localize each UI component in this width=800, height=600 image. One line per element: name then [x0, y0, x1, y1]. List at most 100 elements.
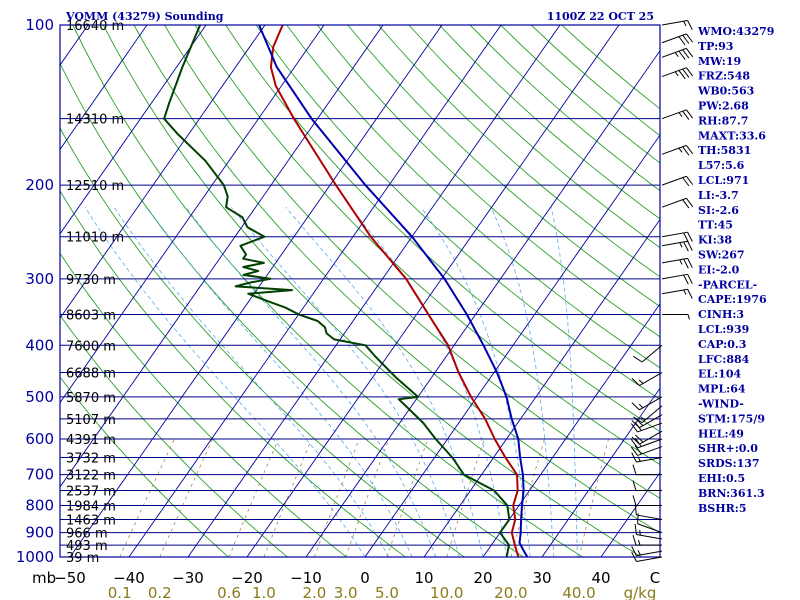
temperature-tick-label: −30 — [172, 569, 204, 587]
mixing-ratio-line — [510, 438, 545, 557]
isotherm-line — [60, 25, 266, 319]
mixing-ratio-tick-label: 0.6 — [217, 584, 241, 600]
mixing-ratio-tick-label: 5.0 — [375, 584, 399, 600]
index-value: EI:-2.0 — [698, 263, 740, 276]
temperature-tick-label: 0 — [360, 569, 370, 587]
wind-barb — [661, 19, 693, 31]
height-label: 1984 m — [66, 499, 116, 514]
dry-adiabat — [530, 25, 660, 137]
index-value: EL:104 — [698, 368, 741, 381]
index-value: L57:5.6 — [698, 159, 745, 172]
index-value: SI:-2.6 — [698, 204, 739, 217]
height-label: 7600 m — [66, 339, 116, 354]
mixing-ratio-tick-label: 0.1 — [108, 584, 132, 600]
index-value: TP:93 — [698, 40, 733, 53]
dry-adiabat — [133, 25, 660, 534]
wind-barb — [631, 396, 663, 411]
wind-barb — [661, 240, 693, 252]
wind-barb — [630, 445, 663, 456]
pressure-tick-label: 100 — [25, 16, 54, 34]
index-value: TH:5831 — [698, 144, 751, 157]
temperature-axis-labels: −50 −40 −30 −20 −10 0 10 20 30 40 — [54, 569, 610, 587]
wind-barb — [661, 257, 693, 269]
pressure-tick-label: 700 — [25, 466, 54, 484]
isotherm-line — [364, 134, 660, 557]
mixing-ratio-line — [578, 438, 609, 557]
pressure-tick-label: 800 — [25, 496, 54, 514]
height-label: 4391 m — [66, 433, 116, 448]
pressure-tick-label: 500 — [25, 388, 54, 406]
wind-barb — [661, 109, 694, 120]
wind-barb — [661, 175, 694, 187]
isotherm-line — [541, 387, 660, 557]
wind-barb — [631, 414, 663, 429]
index-value: BSHR:5 — [698, 502, 747, 515]
pressure-tick-label: 600 — [25, 430, 54, 448]
height-label: 12510 m — [66, 179, 124, 194]
mixing-ratio-tick-label: 20.0 — [494, 584, 527, 600]
wind-barbs — [630, 19, 694, 563]
parcel-profile — [258, 25, 529, 557]
isotherm-line — [60, 25, 148, 151]
temperature-tick-label: 10 — [414, 569, 433, 587]
wind-barb — [661, 33, 694, 46]
index-value: FRZ:548 — [698, 70, 750, 83]
temperature-unit-label: C — [650, 569, 660, 587]
index-value: BRN:361.3 — [698, 487, 765, 500]
wind-barb — [662, 313, 690, 320]
moist-adiabat — [185, 206, 437, 557]
mixing-ratio-line — [386, 438, 429, 557]
height-label: 493 m — [66, 539, 108, 554]
isotherm-line — [128, 25, 502, 557]
height-label: 5107 m — [66, 413, 116, 428]
wind-barb — [661, 197, 694, 209]
dry-adiabat — [102, 25, 642, 557]
index-value: MAXT:33.6 — [698, 129, 766, 142]
wind-barb — [633, 344, 663, 363]
wind-barb — [631, 452, 663, 463]
wind-barb — [634, 524, 663, 540]
wind-barb — [631, 372, 663, 386]
wind-barb — [631, 546, 663, 557]
height-label: 3122 m — [66, 469, 116, 484]
mixing-ratio-line — [314, 438, 360, 557]
temperature-tick-label: −50 — [54, 569, 86, 587]
wind-barb — [661, 288, 693, 299]
pressure-unit-label: mb — [32, 569, 56, 587]
index-value: TT:45 — [698, 219, 733, 232]
pressure-tick-label: 400 — [25, 336, 54, 354]
isotherm-line — [69, 25, 443, 557]
isotherm-line — [60, 25, 384, 488]
index-value: CINH:3 — [698, 308, 744, 321]
mixing-ratio-tick-label: 2.0 — [302, 584, 326, 600]
dry-adiabat — [164, 25, 660, 499]
moist-adiabat — [146, 206, 413, 557]
height-label: 5870 m — [66, 391, 116, 406]
moist-adiabat — [490, 207, 555, 557]
plot-frame — [59, 24, 661, 558]
height-label: 16640 m — [66, 19, 124, 34]
index-value: WMO:43279 — [697, 25, 774, 38]
mixing-ratio-line — [159, 438, 213, 557]
wind-barb — [661, 231, 693, 243]
wind-barb — [631, 551, 663, 563]
mixing-ratio-line — [228, 438, 279, 557]
isotherm-line — [246, 25, 620, 557]
pressure-axis-labels: 100 200 300 400 500 600 700 800 900 1000 — [16, 16, 54, 566]
height-label: 14310 m — [66, 113, 124, 128]
isotherm-line — [482, 303, 660, 557]
index-value: KI:38 — [698, 234, 732, 247]
index-value: CAPE:1976 — [698, 293, 767, 306]
pressure-tick-label: 1000 — [16, 548, 54, 566]
moist-adiabat — [231, 206, 460, 557]
mixing-ratio-line — [345, 438, 390, 557]
mixing-ratio-tick-label: 3.0 — [334, 584, 358, 600]
height-label: 11010 m — [66, 231, 124, 246]
index-value: EHI:0.5 — [698, 472, 745, 485]
index-value: STM:175/9 — [698, 412, 765, 425]
index-value: -WIND- — [698, 398, 744, 411]
index-value: LI:-3.7 — [698, 189, 739, 202]
height-label: 2537 m — [66, 485, 116, 500]
wind-barb — [661, 47, 694, 60]
height-label: 1463 m — [66, 513, 116, 528]
